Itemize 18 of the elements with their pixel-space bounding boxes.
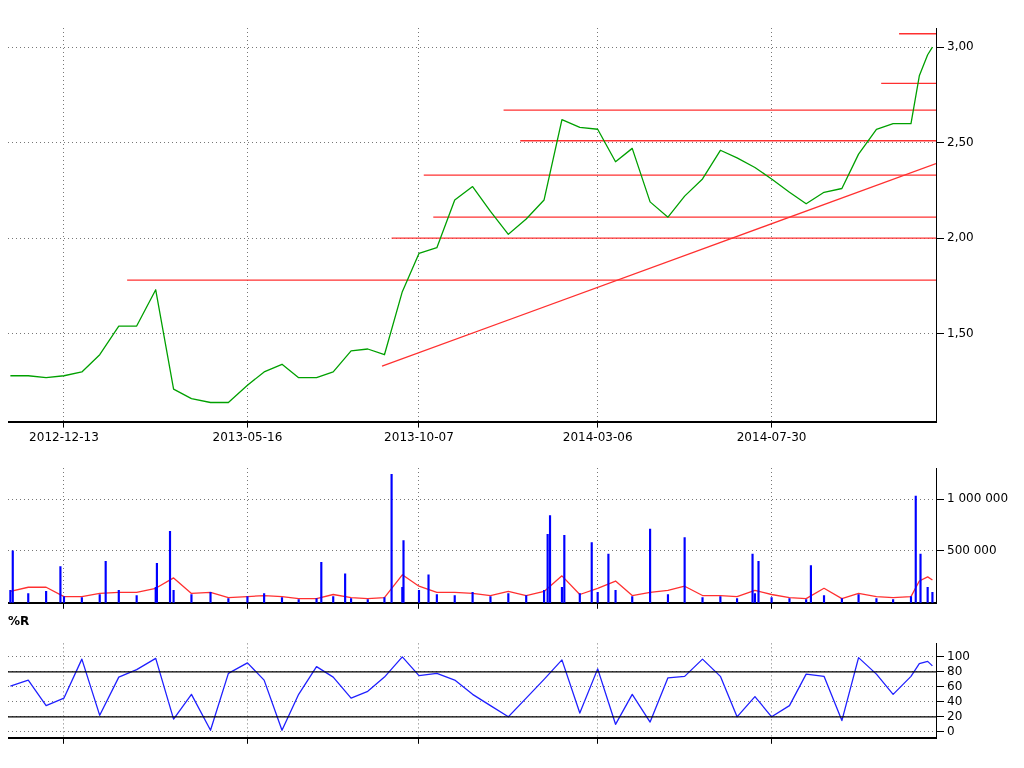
y-tick-label: 3,00 (947, 39, 974, 54)
x-tick-label: 2014-07-30 (736, 429, 807, 444)
y-tick-label: 1 000 000 (947, 491, 1009, 506)
y-tick-label: 40 (947, 693, 963, 708)
y-tick-label: 60 (947, 678, 963, 693)
x-tick-label: 2013-05-16 (212, 429, 283, 444)
y-tick-label: 0 (947, 723, 955, 738)
chart-title: %R (8, 614, 30, 629)
y-tick-label: 2,00 (947, 230, 974, 245)
y-tick-label: 80 (947, 663, 963, 678)
y-tick-label: 2,50 (947, 134, 974, 149)
y-tick-label: 20 (947, 708, 963, 723)
y-tick-label: 100 (947, 649, 970, 664)
y-tick-label: 500 000 (947, 543, 997, 558)
y-tick-label: 1,50 (947, 325, 974, 340)
x-tick-label: 2014-03-06 (562, 429, 633, 444)
x-tick-label: 2013-10-07 (384, 429, 454, 444)
x-tick-label: 2012-12-13 (29, 429, 99, 444)
